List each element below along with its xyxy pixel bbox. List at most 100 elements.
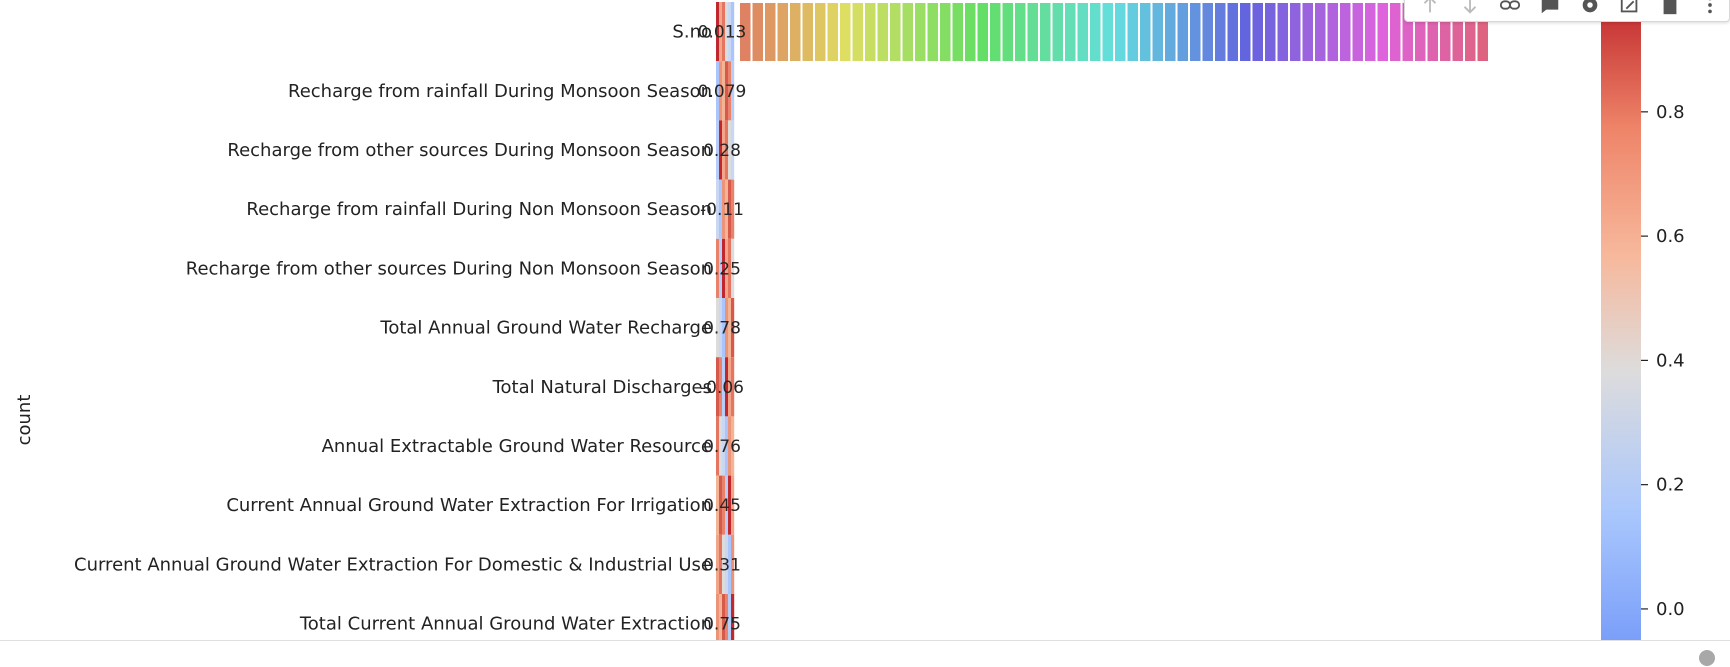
bar: [940, 3, 951, 61]
heatmap-cell: [731, 120, 735, 180]
move-up-icon[interactable]: [1415, 0, 1445, 20]
bar: [840, 3, 851, 61]
bar: [990, 3, 1001, 61]
more-options-icon[interactable]: [1695, 0, 1725, 20]
cell-annotations: 0.013 0.079 0.28 -0.11 0.25 0.78 -0.06 0.76 0.45…: [698, 23, 747, 635]
bar: [752, 3, 763, 61]
heatmap-cell: [722, 179, 726, 239]
heatmap-cell: [725, 534, 729, 594]
bar: [1477, 3, 1488, 61]
row-label: Current Annual Ground Water Extraction F…: [74, 554, 712, 575]
heatmap-cell: [719, 2, 723, 62]
heatmap-cells: [716, 2, 735, 640]
colorbar: 0.0 0.2 0.4 0.6 0.8: [1601, 0, 1685, 640]
heatmap-cell: [728, 475, 732, 535]
bar: [1002, 3, 1013, 61]
heatmap-cell: [719, 298, 723, 358]
heatmap-cell: [725, 298, 729, 358]
move-down-icon[interactable]: [1455, 0, 1485, 20]
heatmap-cell: [719, 61, 723, 121]
mirror-cell-icon[interactable]: [1615, 0, 1645, 20]
bar: [1415, 3, 1426, 61]
heatmap-cell: [725, 416, 729, 476]
bar: [952, 3, 963, 61]
heatmap-cell: [716, 120, 720, 180]
bar: [1315, 3, 1326, 61]
bar: [1427, 3, 1438, 61]
bar: [1040, 3, 1051, 61]
row-label: Total Natural Discharges: [492, 377, 712, 398]
heatmap-cell: [731, 357, 735, 417]
cell-label: 0.013: [698, 23, 747, 43]
heatmap-cell: [716, 416, 720, 476]
colorbar-tick-label: 0.4: [1656, 350, 1685, 371]
heatmap-figure: S.no Recharge from rainfall During Monsoo…: [14, 0, 1685, 640]
gear-icon[interactable]: [1575, 0, 1605, 20]
bar: [1440, 3, 1451, 61]
heatmap-cell: [722, 61, 726, 121]
heatmap-cell: [725, 357, 729, 417]
heatmap-cell: [722, 416, 726, 476]
row-label: Total Current Annual Ground Water Extrac…: [299, 614, 712, 635]
bar: [1140, 3, 1151, 61]
row-label: Total Annual Ground Water Recharge: [379, 318, 712, 339]
heatmap-cell: [728, 61, 732, 121]
heatmap-cell: [731, 298, 735, 358]
bar: [1127, 3, 1138, 61]
heatmap-cell: [728, 179, 732, 239]
bar: [965, 3, 976, 61]
bar: [1340, 3, 1351, 61]
heatmap-cell: [731, 594, 735, 640]
comment-icon[interactable]: [1535, 0, 1565, 20]
heatmap-cell: [716, 594, 720, 640]
heatmap-cell: [731, 179, 735, 239]
bar: [1277, 3, 1288, 61]
bar: [1465, 3, 1476, 61]
heatmap-cell: [719, 594, 723, 640]
cell-label: 0.25: [703, 259, 741, 279]
kernel-status-icon: [1699, 650, 1715, 666]
bar: [740, 3, 751, 61]
bar: [827, 3, 838, 61]
heatmap-cell: [722, 238, 726, 298]
bar: [1452, 3, 1463, 61]
link-icon[interactable]: [1495, 0, 1525, 20]
heatmap-cell: [731, 475, 735, 535]
heatmap-cell: [722, 594, 726, 640]
bar: [927, 3, 938, 61]
delete-icon[interactable]: [1655, 0, 1685, 20]
y-axis-label: count: [14, 395, 35, 446]
bar: [815, 3, 826, 61]
heatmap-cell: [719, 475, 723, 535]
heatmap-cell: [716, 357, 720, 417]
heatmap-cell: [719, 120, 723, 180]
heatmap-cell: [725, 238, 729, 298]
cell-label: 0.76: [703, 437, 741, 457]
bar: [1265, 3, 1276, 61]
bar: [1227, 3, 1238, 61]
cell-label: -0.11: [700, 200, 744, 220]
bar: [1390, 3, 1401, 61]
bar: [765, 3, 776, 61]
bar: [1115, 3, 1126, 61]
cell-label: -0.06: [700, 378, 744, 398]
row-label: S.no: [672, 22, 712, 43]
heatmap-cell: [728, 298, 732, 358]
heatmap-cell: [716, 475, 720, 535]
cell-label: 0.31: [703, 555, 741, 575]
heatmap-cell: [728, 357, 732, 417]
heatmap-cell: [722, 298, 726, 358]
cell-label: 0.079: [698, 82, 747, 102]
heatmap-cell: [725, 179, 729, 239]
bar: [1302, 3, 1313, 61]
heatmap-cell: [731, 2, 735, 62]
bar: [1152, 3, 1163, 61]
cell-label: 0.45: [703, 496, 741, 516]
bar: [1365, 3, 1376, 61]
colorbar-gradient: [1601, 0, 1641, 640]
heatmap-cell: [716, 238, 720, 298]
row-label: Recharge from rainfall During Non Monsoo…: [246, 199, 712, 220]
heatmap-cell: [731, 61, 735, 121]
row-label: Recharge from other sources During Non M…: [186, 258, 712, 279]
bar: [1190, 3, 1201, 61]
